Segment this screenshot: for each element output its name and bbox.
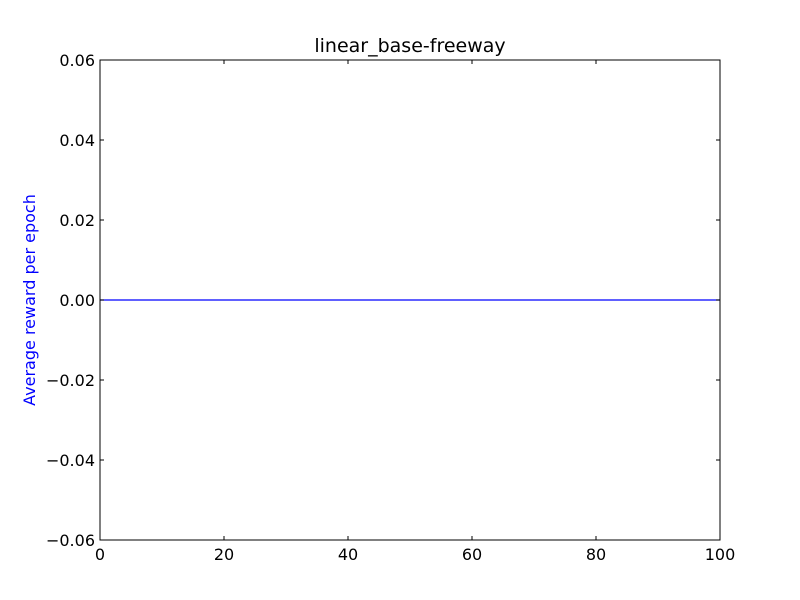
x-tick-label: 0 [95, 545, 105, 564]
y-axis-label: Average reward per epoch [20, 194, 39, 406]
y-tick-label: −0.02 [46, 371, 95, 390]
x-tick-label: 100 [705, 545, 736, 564]
y-tick-label: −0.06 [46, 531, 95, 550]
y-tick-label: 0.04 [59, 131, 95, 150]
y-tick-label: 0.06 [59, 51, 95, 70]
plot-area-frame [99, 59, 721, 541]
x-tick-label: 20 [214, 545, 234, 564]
x-tick-label: 80 [586, 545, 606, 564]
x-tick-label: 60 [462, 545, 482, 564]
x-tick-label: 40 [338, 545, 358, 564]
y-tick-label: 0.00 [59, 291, 95, 310]
y-tick-label: 0.02 [59, 211, 95, 230]
y-tick-label: −0.04 [46, 451, 95, 470]
chart-title: linear_base-freeway [314, 35, 505, 57]
